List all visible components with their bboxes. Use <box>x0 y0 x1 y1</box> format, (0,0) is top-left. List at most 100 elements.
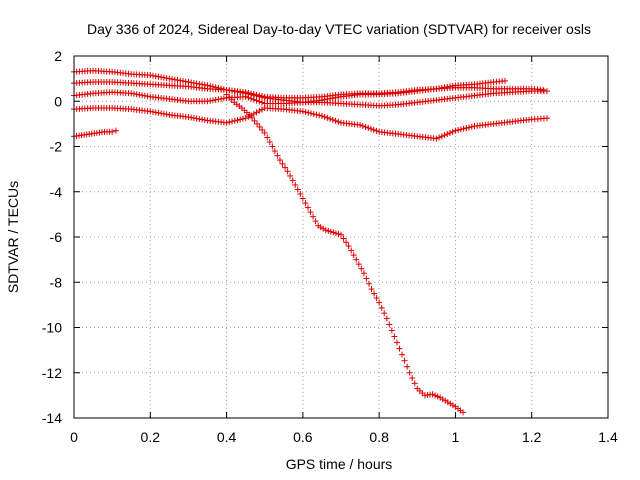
data-point-interp <box>441 132 448 139</box>
data-point <box>223 91 230 98</box>
data-point-interp <box>434 393 441 400</box>
y-tick-label: -10 <box>42 320 62 336</box>
data-point-interp <box>313 111 320 118</box>
data-point <box>406 369 413 376</box>
data-point-interp <box>239 115 246 122</box>
data-point-interp <box>327 115 334 122</box>
data-point <box>112 127 119 134</box>
data-point <box>284 168 291 175</box>
data-point-interp <box>229 118 236 125</box>
x-tick-label: 0.2 <box>141 429 161 445</box>
data-point-interp <box>237 116 244 123</box>
data-point-interp <box>460 125 467 132</box>
data-point-interp <box>449 128 456 135</box>
x-tick-label: 0.6 <box>293 429 313 445</box>
y-tick-label: -12 <box>42 365 62 381</box>
data-point-interp <box>457 126 464 133</box>
data-point-interp <box>381 310 388 317</box>
data-point-interp <box>466 124 473 131</box>
data-point-interp <box>264 134 271 141</box>
data-point-interp <box>248 90 255 97</box>
data-point-interp <box>343 239 350 246</box>
data-point <box>391 333 398 340</box>
data-point <box>338 231 344 238</box>
data-point-interp <box>401 357 408 364</box>
tick-layer: 0 0.2 0.4 0.6 0.8 1 1.2 1.4 2 0 -2 -4 -6 -8 -10 -12 -14 <box>42 48 618 445</box>
data-point <box>460 409 467 416</box>
data-point-interp <box>388 327 395 334</box>
data-point <box>242 115 249 122</box>
data-point-interp <box>362 123 369 130</box>
data-point-interp <box>245 94 252 101</box>
data-point <box>357 122 364 129</box>
data-point <box>429 391 436 398</box>
data-point-interp <box>231 117 238 124</box>
data-point-interp <box>348 247 355 254</box>
data-point-interp <box>256 107 263 114</box>
y-tick-label: 2 <box>54 48 62 64</box>
data-point-interp <box>258 99 265 106</box>
data-point-interp <box>363 275 370 282</box>
data-point-interp <box>404 363 411 370</box>
data-point <box>269 143 276 150</box>
data-point-interp <box>438 133 445 140</box>
data-point-interp <box>316 112 323 119</box>
data-point-interp <box>282 164 289 171</box>
x-tick-label: 1 <box>452 429 460 445</box>
data-point <box>376 299 383 306</box>
data-point-interp <box>432 392 439 399</box>
data-point-interp <box>228 96 235 103</box>
data-point <box>383 315 390 322</box>
data-point-interp <box>250 96 257 103</box>
data-point-interp <box>335 230 342 237</box>
data-point <box>242 93 249 100</box>
y-tick-label: 0 <box>54 93 62 109</box>
data-point-interp <box>250 110 257 117</box>
x-tick-label: 0 <box>70 429 78 445</box>
data-point <box>360 270 367 277</box>
data-point <box>292 181 299 188</box>
y-tick-label: -6 <box>50 229 63 245</box>
data-point-interp <box>308 110 315 117</box>
data-point <box>543 88 550 95</box>
data-point-interp <box>256 123 263 130</box>
data-point-interp <box>294 186 301 193</box>
data-point-interp <box>365 124 372 131</box>
y-axis-label: SDTVAR / TECUs <box>5 181 21 293</box>
grid-layer <box>74 56 608 418</box>
data-point-interp <box>358 265 365 272</box>
data-point-interp <box>256 92 263 99</box>
y-tick-label: -14 <box>42 410 62 426</box>
data-point-interp <box>370 126 377 133</box>
data-point-interp <box>332 117 339 124</box>
data-point-interp <box>373 295 380 302</box>
data-point-interp <box>297 191 304 198</box>
data-point-interp <box>226 94 233 101</box>
data-point-interp <box>274 152 281 159</box>
data-point-interp <box>386 321 393 328</box>
data-point <box>109 128 116 135</box>
data-point-interp <box>367 125 374 132</box>
data-point-interp <box>258 93 265 100</box>
data-point-interp <box>324 114 331 121</box>
data-point <box>299 108 306 115</box>
data-point-interp <box>340 235 347 242</box>
data-point-interp <box>302 200 309 207</box>
y-tick-label: -4 <box>50 184 63 200</box>
data-point <box>353 256 360 263</box>
data-point-interp <box>248 95 255 102</box>
chart-title: Day 336 of 2024, Sidereal Day-to-day VTE… <box>87 21 591 37</box>
data-point-interp <box>409 375 416 382</box>
data-point <box>307 209 314 216</box>
data-point-interp <box>332 230 339 237</box>
data-point-interp <box>359 122 366 129</box>
series-2 <box>71 79 547 101</box>
data-point-interp <box>253 109 260 116</box>
data-point-interp <box>249 114 255 121</box>
data-point <box>254 120 261 127</box>
data-point-interp <box>259 126 266 133</box>
data-point-interp <box>279 160 286 167</box>
data-point-interp <box>302 109 309 116</box>
